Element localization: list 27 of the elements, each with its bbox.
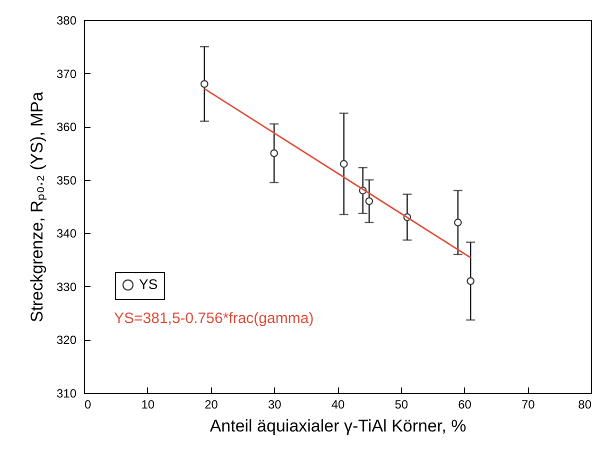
point [200,80,208,88]
point [270,149,278,158]
x-tick-label: 30 [268,398,282,412]
annotation: YS=381,5-0.756*frac(gamma) [114,310,314,327]
point [340,160,348,168]
y-tick-label: 340 [56,226,77,241]
x-tick-label: 0 [84,398,92,412]
y-tick-label: 320 [56,333,77,348]
x-tick-label: 60 [458,398,472,412]
y-axis-title: Streckgrenze, Rₚ₀.₂ (YS), MPa [27,91,48,322]
point [454,218,462,226]
x-axis-title: Anteil äquiaxialer γ-TiAl Körner, % [210,416,466,436]
y-tick-label: 370 [56,66,77,81]
y-tick-label: 380 [56,14,77,28]
y-tick-label: 330 [56,280,77,294]
y-tick-label: 350 [56,173,77,188]
x-tick-label: 20 [204,398,218,412]
x-tick-label: 10 [141,398,155,412]
point [466,277,475,286]
legend-label: YS [139,276,158,292]
point [365,197,374,206]
y-tick-label: 360 [56,120,77,134]
y-tick-label: 310 [56,386,77,400]
x-tick-label: 40 [331,398,345,412]
x-tick-label: 80 [578,398,592,412]
x-tick-label: 70 [521,398,536,412]
x-tick-label: 50 [394,398,408,412]
